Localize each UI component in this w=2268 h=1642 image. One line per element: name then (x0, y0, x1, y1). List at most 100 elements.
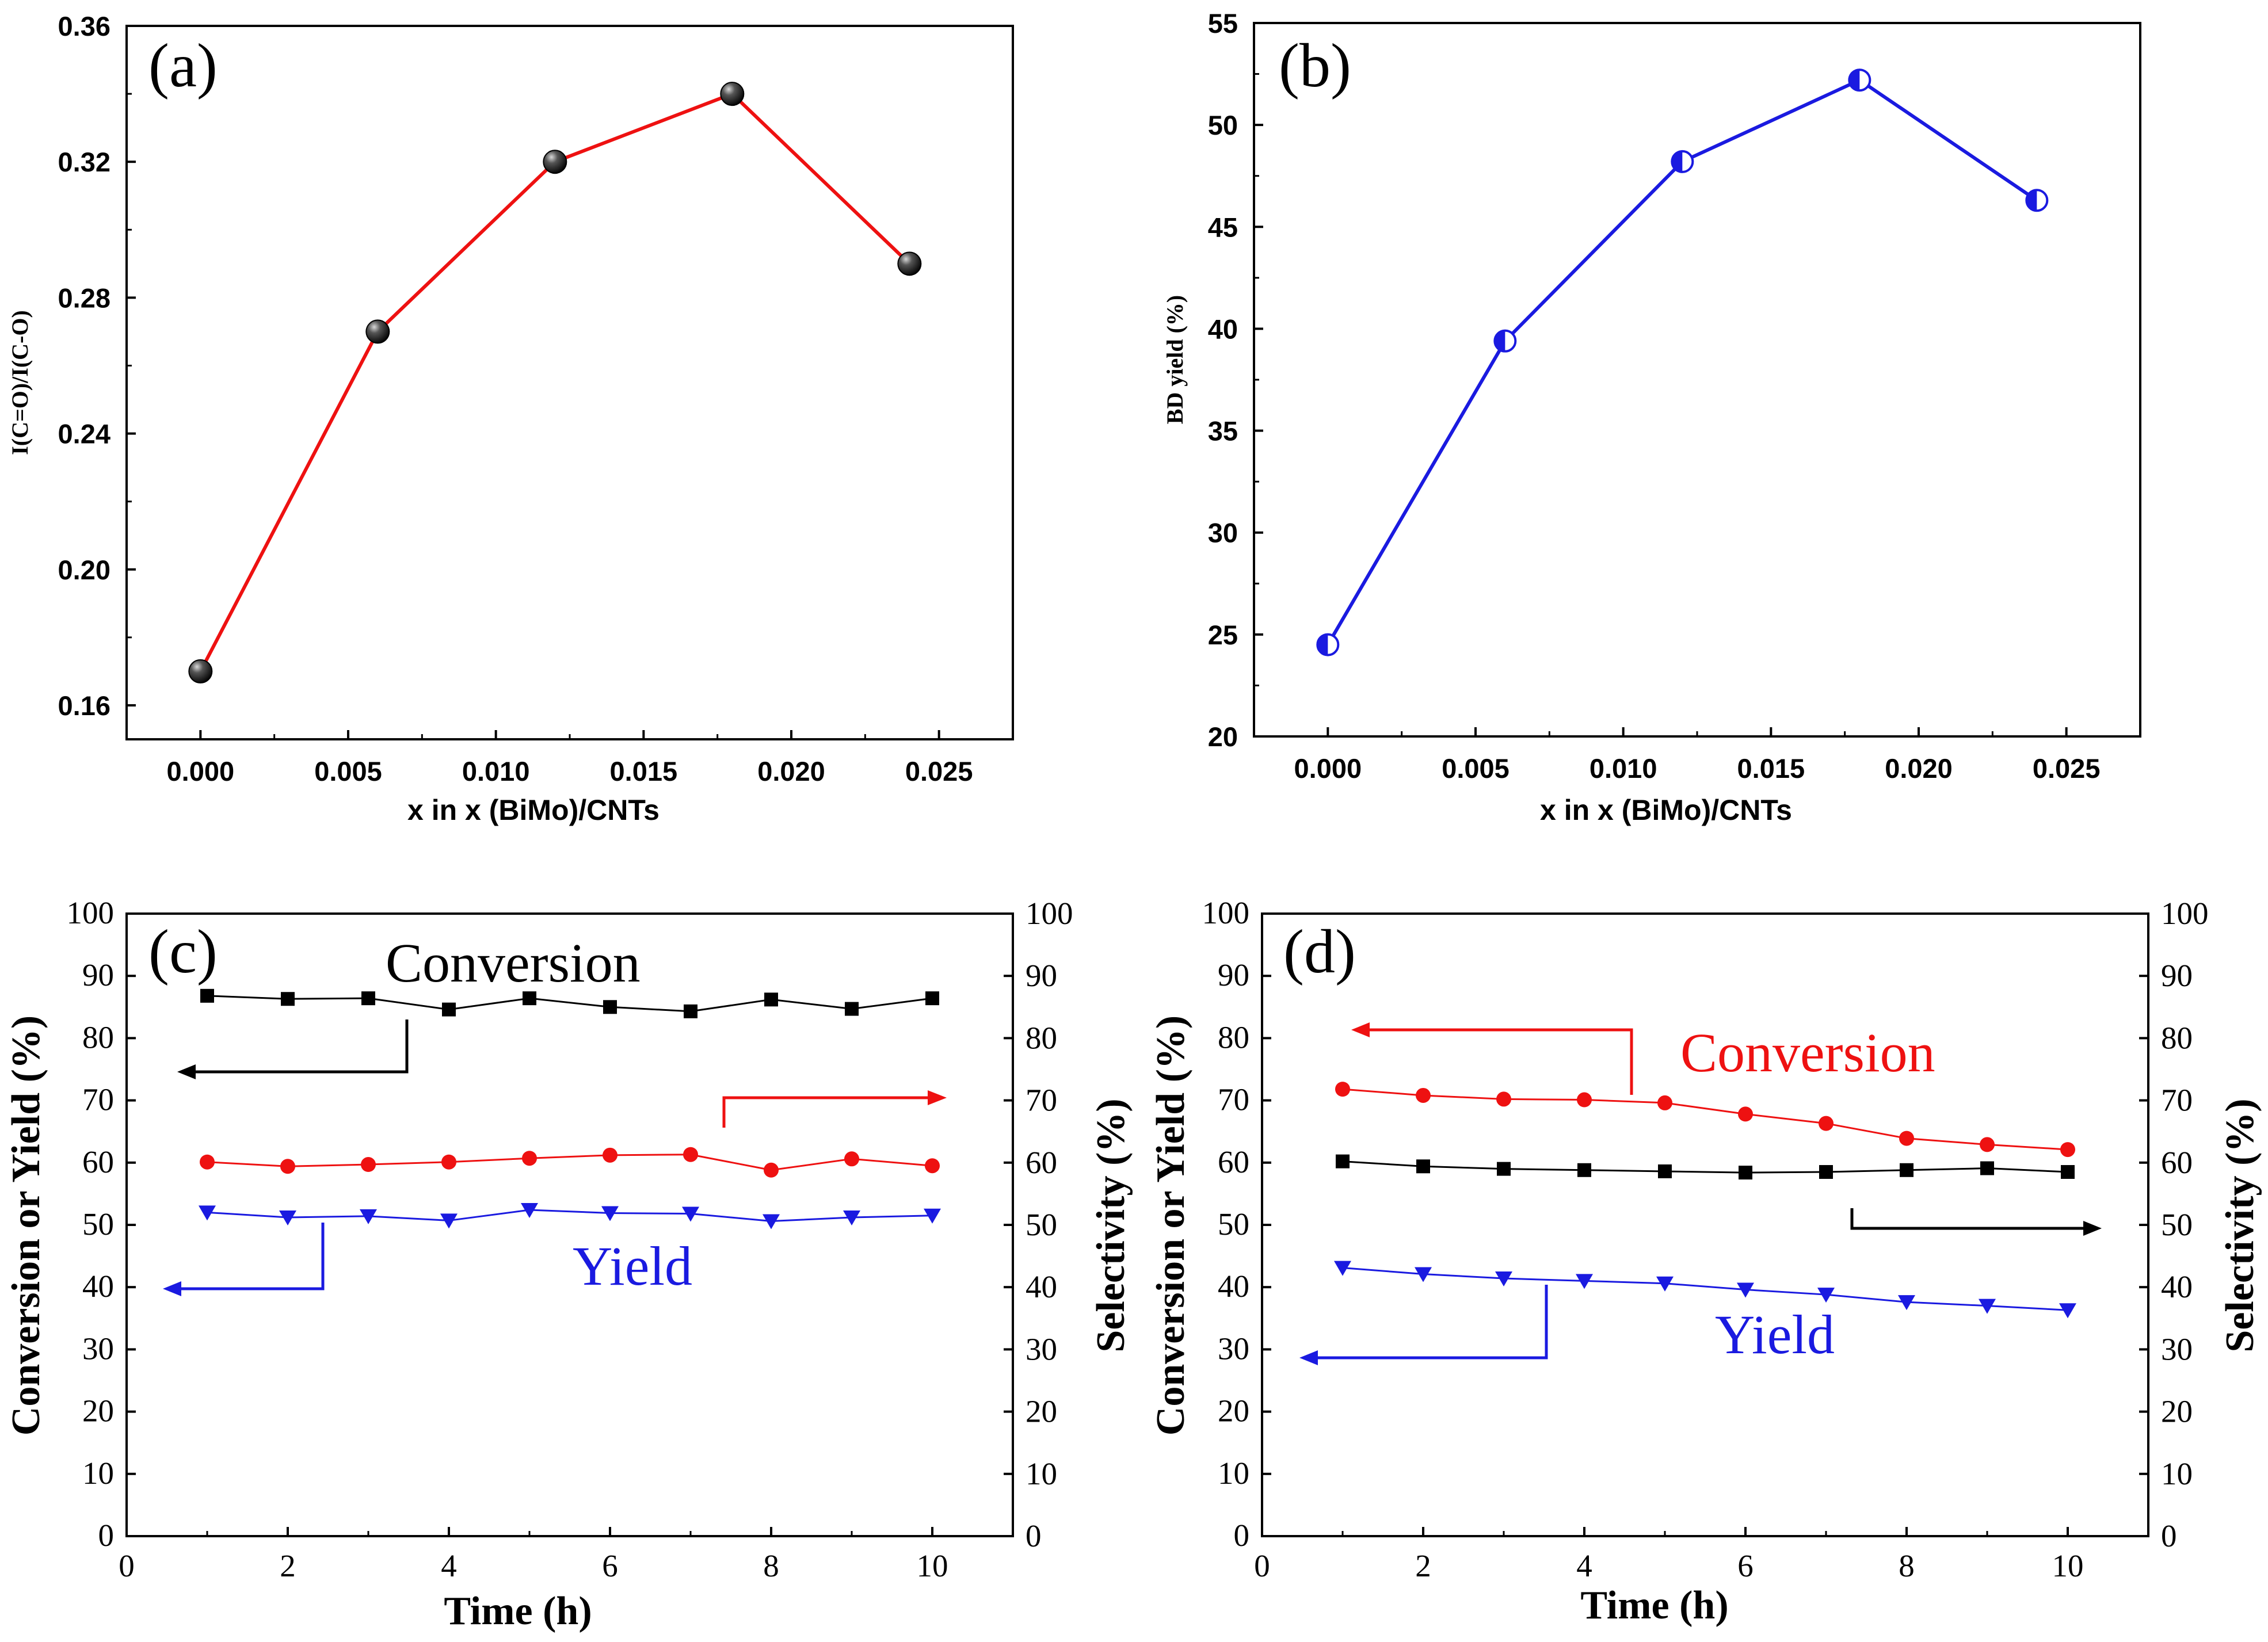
x-axis-label-a: x in x (BiMo)/CNTs (407, 794, 660, 826)
y2-tick-label: 100 (2161, 896, 2209, 931)
data-point (1657, 1095, 1672, 1110)
series-line-selectivity (207, 1154, 933, 1171)
x-tick-label: 0.015 (610, 756, 678, 786)
data-point (684, 1004, 697, 1018)
y2-tick-label: 20 (1026, 1394, 1057, 1429)
y-axis-ticks-a: 0.16 0.20 0.24 0.28 0.32 0.36 (58, 11, 136, 721)
x-tick-label: 4 (1576, 1548, 1592, 1583)
y2-tick-label: 0 (1026, 1518, 1042, 1553)
y2-tick-label: 80 (2161, 1020, 2193, 1055)
data-point (280, 1159, 295, 1174)
y2-tick-label: 80 (1026, 1020, 1057, 1055)
series-c (199, 988, 941, 1229)
y-axis-label-b: BD yield (%) (1162, 295, 1188, 424)
data-point (683, 1147, 698, 1162)
data-point (1316, 633, 1340, 656)
y2-axis-ticks-c: 0 10 20 30 40 50 60 70 80 90 100 (1004, 896, 1073, 1553)
data-point (1819, 1116, 1834, 1131)
y-tick-label: 0.28 (58, 282, 110, 313)
series-b (1316, 68, 2049, 656)
y2-tick-label: 60 (1026, 1145, 1057, 1180)
data-point (441, 1154, 456, 1170)
data-point (1577, 1163, 1591, 1177)
y2-axis-ticks-d: 0 10 20 30 40 50 60 70 80 90 100 (2139, 896, 2209, 1553)
data-point (763, 1214, 780, 1229)
panel-label-a: (a) (148, 32, 218, 100)
y2-tick-label: 70 (1026, 1083, 1057, 1118)
y2-axis-label-d: Selectivity (%) (2218, 1098, 2262, 1352)
y-tick-label: 45 (1208, 212, 1238, 242)
x-tick-label: 2 (280, 1548, 296, 1583)
y-tick-label: 90 (82, 957, 114, 992)
data-point (1416, 1159, 1430, 1174)
data-point (188, 659, 213, 683)
y-tick-label: 40 (82, 1269, 114, 1304)
y2-tick-label: 60 (2161, 1145, 2193, 1180)
data-point (897, 251, 922, 276)
x-tick-label: 0.005 (1442, 753, 1510, 784)
x-tick-label: 0.010 (1589, 753, 1657, 784)
x-tick-label: 0.000 (1294, 753, 1362, 784)
y-axis-ticks-c: 0 10 20 30 40 50 60 70 80 90 100 (67, 895, 136, 1553)
y-tick-label: 25 (1208, 620, 1238, 650)
data-point (1737, 1282, 1754, 1298)
x-axis-label-d: Time (h) (1580, 1583, 1728, 1628)
y2-tick-label: 40 (2161, 1269, 2193, 1304)
y-tick-label: 0.24 (58, 419, 110, 449)
data-point (764, 1162, 779, 1178)
x-tick-label: 0.005 (314, 756, 382, 786)
x-tick-label: 0.020 (757, 756, 825, 786)
y-tick-label: 90 (1218, 957, 1249, 992)
data-point (1576, 1274, 1593, 1289)
data-point (1817, 1288, 1835, 1303)
data-point (1335, 1082, 1350, 1097)
x-tick-label: 4 (441, 1548, 457, 1583)
plot-frame-a (125, 25, 1014, 740)
x-axis-ticks-a: 0.000 0.005 0.010 0.015 0.020 0.025 (167, 730, 973, 786)
data-point (2059, 1303, 2076, 1319)
x-tick-label: 0.025 (2033, 753, 2101, 784)
x-tick-label: 8 (763, 1548, 779, 1583)
y-tick-label: 0.36 (58, 11, 110, 41)
y2-tick-label: 40 (1026, 1269, 1057, 1304)
y2-tick-label: 30 (2161, 1331, 2193, 1366)
panel-label-d: (d) (1283, 918, 1356, 986)
plot-frame-d (1261, 912, 2149, 1537)
data-point (365, 319, 390, 344)
data-point (603, 1000, 617, 1014)
data-point (1900, 1163, 1913, 1177)
data-point (522, 1151, 537, 1166)
y-tick-label: 100 (67, 895, 115, 930)
y2-tick-label: 100 (1026, 896, 1073, 931)
data-point (1980, 1137, 1995, 1152)
data-point (1415, 1267, 1432, 1282)
data-point (1658, 1164, 1672, 1178)
data-point (442, 1002, 456, 1017)
data-point (844, 1151, 859, 1167)
data-point (523, 991, 536, 1006)
y-tick-label: 10 (82, 1456, 114, 1491)
y-tick-label: 100 (1202, 895, 1250, 930)
y2-tick-label: 50 (1026, 1207, 1057, 1242)
y2-tick-label: 10 (2161, 1456, 2193, 1491)
plot-frame-c (125, 912, 1014, 1537)
x-tick-label: 6 (602, 1548, 618, 1583)
y-tick-label: 40 (1218, 1269, 1249, 1304)
x-axis-label-b: x in x (BiMo)/CNTs (1540, 794, 1792, 826)
x-tick-label: 2 (1415, 1548, 1431, 1583)
annotation-yield-d: Yield (1715, 1304, 1835, 1365)
series-line-yield (1342, 1267, 2068, 1311)
data-point (1739, 1166, 1752, 1180)
y-axis-label-a: I(C=O)/I(C-O) (7, 310, 33, 455)
data-point (2060, 1142, 2075, 1158)
series-line-conversion (1342, 1088, 2068, 1151)
data-point (601, 1206, 619, 1221)
x-tick-label: 8 (1899, 1548, 1915, 1583)
data-point (361, 991, 375, 1006)
data-point (1656, 1276, 1674, 1292)
y-tick-label: 60 (82, 1144, 114, 1179)
y2-tick-label: 90 (1026, 958, 1057, 993)
